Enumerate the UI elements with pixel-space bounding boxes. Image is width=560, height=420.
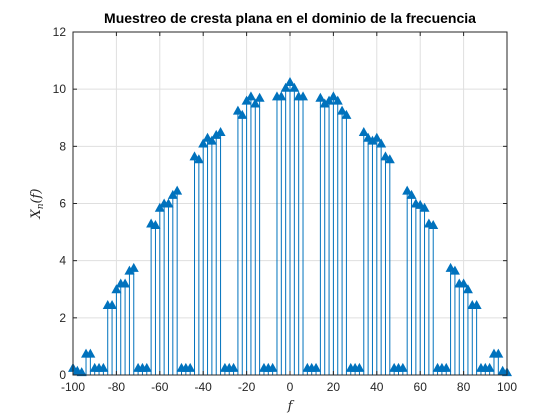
y-tick-label: 8 [59, 139, 66, 153]
x-tick-label: 100 [497, 380, 517, 394]
x-tick-label: -60 [151, 380, 169, 394]
stem-marker [328, 91, 339, 101]
x-tick-labels: -100 -80 -60 -40 -20 0 20 40 60 80 100 [61, 380, 517, 394]
x-tick-label: -20 [238, 380, 256, 394]
stem-marker [124, 265, 135, 275]
stem-marker [298, 91, 309, 101]
stem-marker [354, 362, 365, 372]
stem-marker [215, 127, 226, 137]
markers [68, 77, 512, 377]
y-axis-label: Xn(f) [29, 188, 46, 219]
x-tick-label: -40 [195, 380, 213, 394]
stem-marker [341, 109, 352, 119]
stem-marker [206, 135, 217, 145]
stem-marker [458, 278, 469, 288]
stem-marker [428, 219, 439, 229]
x-tick-label: -80 [108, 380, 126, 394]
stem-marker [484, 362, 495, 372]
stem-marker [211, 129, 222, 139]
x-tick-label: 0 [287, 380, 294, 394]
stem-marker [406, 189, 417, 199]
stem-marker [107, 299, 118, 309]
stem-marker [267, 362, 278, 372]
chart-title: Muestreo de cresta plana en el dominio d… [104, 10, 476, 26]
x-tick-label: -100 [61, 380, 85, 394]
stem-marker [85, 348, 96, 358]
stem-marker [315, 92, 326, 102]
stem-marker [141, 362, 152, 372]
stem-marker [198, 138, 209, 148]
x-tick-label: 80 [457, 380, 471, 394]
stem-marker [384, 154, 395, 164]
stem-marker [76, 367, 87, 377]
stem-marker [98, 362, 109, 372]
stem-marker [250, 98, 261, 108]
x-tick-label: 40 [370, 380, 384, 394]
stem-marker [111, 284, 122, 294]
stem-marker [367, 135, 378, 145]
stem-marker [193, 154, 204, 164]
stem-marker [185, 362, 196, 372]
y-tick-label: 4 [59, 254, 66, 268]
stem-marker [471, 299, 482, 309]
y-tick-label: 12 [53, 25, 67, 39]
stem-marker [397, 362, 408, 372]
stem-marker [254, 92, 265, 102]
stem-marker [332, 95, 343, 105]
y-axis-label-main: X [29, 209, 44, 220]
y-axis-label-tail: (f) [29, 188, 44, 203]
stem-marker [237, 109, 248, 119]
y-tick-label: 0 [59, 368, 66, 382]
stem-marker [402, 185, 413, 195]
stem-marker [150, 219, 161, 229]
stem-marker [289, 82, 300, 92]
y-axis-label-subscript: n [36, 203, 46, 209]
stem-marker [128, 262, 139, 272]
x-tick-label: 20 [327, 380, 341, 394]
stem-marker [419, 202, 430, 212]
stem-marker [358, 127, 369, 137]
stem-marker [285, 77, 295, 87]
stem-marker [276, 91, 287, 101]
stems [72, 82, 508, 375]
stem-marker [120, 278, 131, 288]
stem-marker [245, 91, 256, 101]
stem-marker [163, 198, 174, 208]
stem-marker [232, 105, 243, 115]
stem-marker [280, 82, 291, 92]
stem-marker [441, 362, 452, 372]
y-tick-label: 10 [53, 82, 67, 96]
ticks [72, 31, 508, 376]
x-axis-label: f [287, 399, 295, 414]
stem-marker [371, 132, 382, 142]
stem-marker [228, 362, 239, 372]
stem-marker [172, 185, 183, 195]
y-tick-label: 2 [59, 311, 66, 325]
y-tick-labels: 0 2 4 6 8 10 12 [53, 25, 67, 382]
stem-marker [449, 265, 460, 275]
stem-marker [311, 362, 322, 372]
stem-marker [337, 105, 348, 115]
x-tick-label: 60 [414, 380, 428, 394]
y-tick-label: 6 [59, 197, 66, 211]
stem-marker [319, 98, 330, 108]
stem-marker [376, 138, 387, 148]
stem-marker [493, 348, 504, 358]
stem-marker [462, 284, 473, 294]
